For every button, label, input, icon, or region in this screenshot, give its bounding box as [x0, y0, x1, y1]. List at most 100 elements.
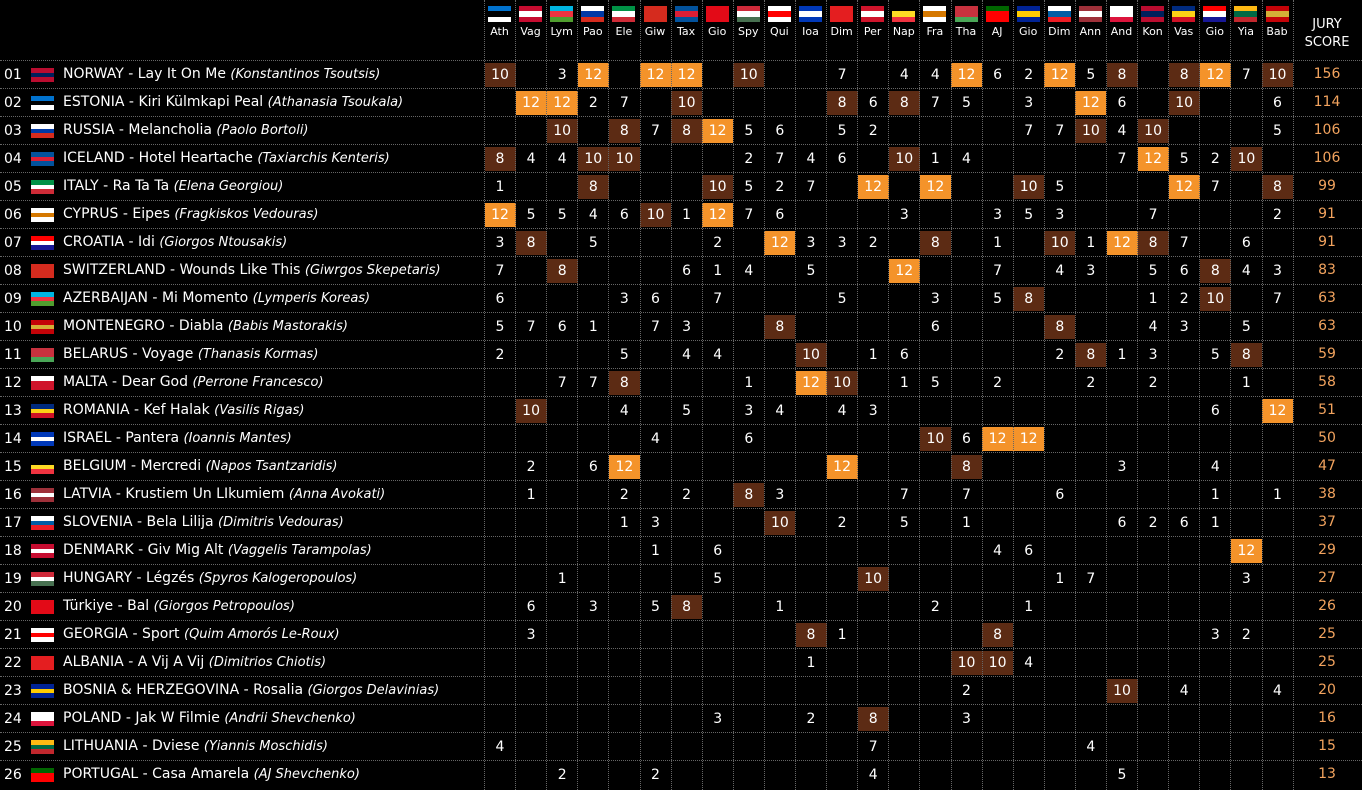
points-cell: 2 — [557, 767, 567, 783]
rank: 03 — [4, 123, 22, 139]
voter-name: Bab — [1266, 25, 1288, 38]
country-name: ISRAEL — [63, 430, 112, 446]
jury-score: 29 — [1318, 542, 1336, 558]
flag-icon — [861, 6, 885, 22]
points-cell: 2 — [775, 179, 785, 195]
jury-score: 114 — [1313, 94, 1341, 110]
points-cell: 3 — [1055, 207, 1065, 223]
voter-column-header: Giw — [640, 2, 671, 58]
points-cell: 4 — [588, 207, 598, 223]
table-row: 15 BELGIUM - Mercredi (Napos Tsantzaridis… — [0, 452, 1362, 480]
points-cell: 10 — [826, 371, 858, 395]
points-cell: 10 — [546, 119, 578, 143]
jury-score: 99 — [1318, 178, 1336, 194]
entry-label: DENMARK - Giv Mig Alt (Vaggelis Tarampol… — [63, 542, 372, 558]
voter-column-header: Kon — [1137, 2, 1168, 58]
points-cell: 7 — [1086, 571, 1096, 587]
rank: 04 — [4, 151, 22, 167]
voter-column-header: Bab — [1262, 2, 1293, 58]
points-cell: 12 — [515, 91, 547, 115]
column-divider — [732, 0, 734, 790]
points-cell: 4 — [1273, 683, 1282, 699]
points-cell: 2 — [868, 235, 878, 251]
column-divider — [577, 0, 579, 790]
points-cell: 3 — [557, 67, 567, 83]
points-cell: 10 — [795, 343, 827, 367]
jury-score: 25 — [1318, 626, 1336, 642]
entry-label: PORTUGAL - Casa Amarela (AJ Shevchenko) — [63, 766, 360, 782]
points-cell: 1 — [806, 655, 816, 671]
author-name: (Spyros Kalogeropoulos) — [198, 571, 358, 586]
points-cell: 3 — [619, 291, 629, 307]
song-title: Mi Momento — [161, 290, 249, 306]
voter-column-header: Tha — [951, 2, 982, 58]
jury-score: 63 — [1318, 318, 1336, 334]
rank: 05 — [4, 179, 22, 195]
table-row: 17 SLOVENIA - Bela Lilija (Dimitris Vedou… — [0, 508, 1362, 536]
points-cell: 3 — [744, 403, 754, 419]
points-cell: 4 — [930, 67, 940, 83]
country-flag-icon — [31, 712, 54, 726]
rank: 20 — [4, 599, 22, 615]
table-row: 21 GEORGIA - Sport (Quim Amorós Le-Roux) 3… — [0, 620, 1362, 648]
entry-label: BELARUS - Voyage (Thanasis Kormas) — [63, 346, 319, 362]
points-cell: 12 — [1075, 91, 1107, 115]
flag-icon — [1172, 6, 1196, 22]
points-cell: 3 — [1086, 263, 1096, 279]
flag-icon — [1141, 6, 1165, 22]
points-cell: 2 — [588, 95, 598, 111]
flag-icon — [767, 6, 791, 22]
points-cell: 3 — [1210, 627, 1220, 643]
points-cell: 4 — [1148, 319, 1158, 335]
points-cell: 3 — [1179, 319, 1189, 335]
author-name: (Dimitrios Chiotis) — [208, 655, 327, 670]
country-flag-icon — [31, 320, 54, 334]
author-name: (Konstantinos Tsoutsis) — [230, 67, 381, 82]
author-name: (Giorgos Ntousakis) — [159, 235, 288, 250]
points-cell: 1 — [744, 375, 754, 391]
author-name: (Babis Mastorakis) — [227, 319, 348, 334]
points-cell: 10 — [577, 147, 609, 171]
points-cell: 10 — [733, 63, 765, 87]
points-cell: 1 — [1024, 599, 1034, 615]
points-cell: 8 — [1137, 231, 1169, 255]
entry-label: MONTENEGRO - Diabla (Babis Mastorakis) — [63, 318, 348, 334]
flag-icon — [674, 6, 698, 22]
song-title: Bal — [127, 598, 150, 614]
points-cell: 1 — [930, 151, 940, 167]
points-cell: 8 — [1168, 63, 1200, 87]
column-divider — [795, 0, 796, 790]
table-row: 18 DENMARK - Giv Mig Alt (Vaggelis Taramp… — [0, 536, 1362, 564]
points-cell: 5 — [495, 319, 505, 335]
points-cell: 1 — [775, 599, 785, 615]
points-cell: 3 — [526, 627, 536, 643]
column-divider — [1137, 0, 1139, 790]
voter-name: Per — [863, 25, 882, 38]
voter-name: Ele — [615, 25, 633, 38]
voter-column-header: Dim — [1044, 2, 1075, 58]
song-title: Krustiem Un LIkumiem — [125, 486, 285, 502]
points-cell: 3 — [868, 403, 878, 419]
song-title: Dear God — [121, 374, 189, 390]
voter-name: Gio — [1205, 25, 1224, 38]
jury-score: 38 — [1318, 486, 1336, 502]
points-cell: 7 — [837, 67, 847, 83]
points-cell: 1 — [993, 235, 1003, 251]
author-name: (Elena Georgiou) — [173, 179, 284, 194]
points-cell: 5 — [744, 123, 754, 139]
points-cell: 4 — [1024, 655, 1034, 671]
column-divider — [670, 0, 672, 790]
points-cell: 6 — [1179, 515, 1189, 531]
points-cell: 10 — [515, 399, 547, 423]
points-cell: 4 — [837, 403, 847, 419]
points-cell: 10 — [857, 567, 889, 591]
jury-score: 106 — [1313, 122, 1341, 138]
voter-name: And — [1110, 25, 1133, 38]
points-cell: 12 — [888, 259, 920, 283]
points-cell: 3 — [588, 599, 598, 615]
points-cell: 3 — [1241, 571, 1251, 587]
country-name: BOSNIA & HERZEGOVINA — [63, 682, 240, 698]
author-name: (Perrone Francesco) — [192, 375, 324, 390]
voter-column-header: Nap — [888, 2, 919, 58]
author-name: (Giorgos Petropoulos) — [153, 599, 295, 614]
